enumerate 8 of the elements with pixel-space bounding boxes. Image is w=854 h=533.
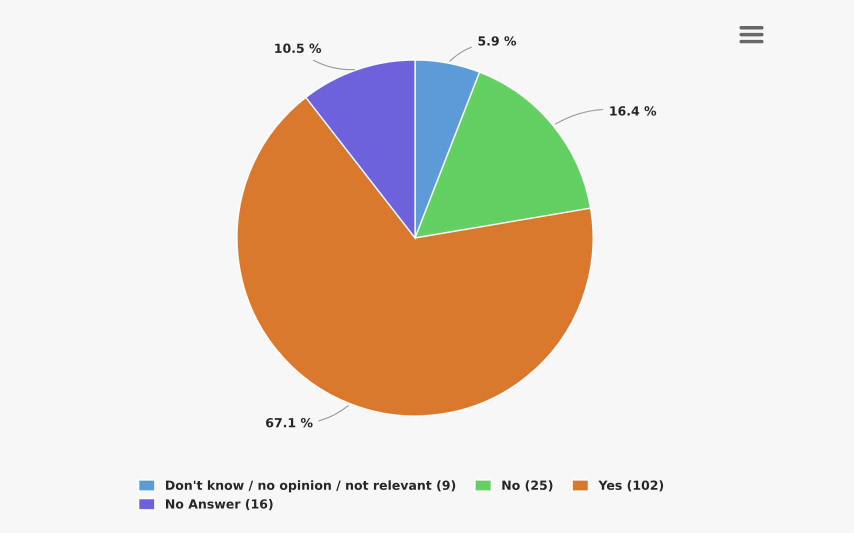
legend-label: No Answer (16): [166, 499, 273, 510]
data-label: 10.5 %: [275, 44, 322, 53]
legend-label: No (25): [502, 480, 552, 492]
legend-label: Yes (102): [598, 480, 664, 492]
legend-label: Don't know / no opinion / not relevant (9): [166, 480, 456, 492]
data-label: 67.1 %: [266, 418, 313, 428]
data-label: 5.9 %: [478, 36, 516, 46]
data-label: 16.4 %: [610, 106, 656, 116]
